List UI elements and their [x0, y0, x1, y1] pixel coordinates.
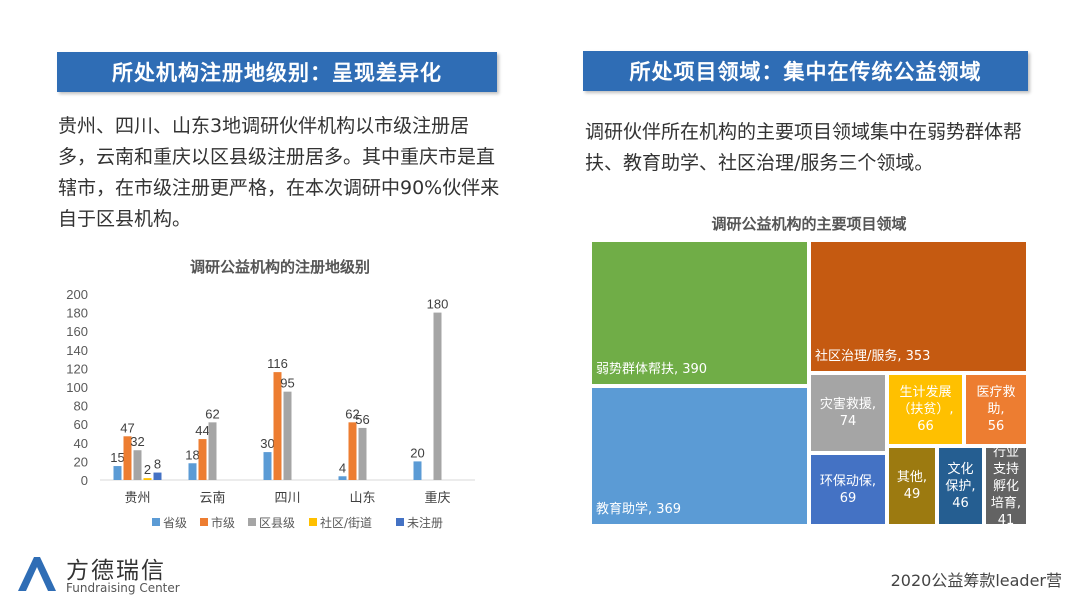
treemap-cell-文化保护: 文化 保护, 46 [937, 446, 984, 526]
bar-value-label: 62 [345, 406, 359, 421]
logo-subtitle: Fundraising Center [66, 581, 180, 595]
fundraising-center-logo: 方德瑞信 Fundraising Center [14, 553, 189, 598]
legend-swatch [248, 518, 256, 526]
bar-value-label: 95 [280, 376, 294, 391]
bar-value-label: 44 [195, 423, 209, 438]
treemap-cell-弱势群体帮扶: 弱势群体帮扶, 390 [590, 240, 809, 386]
x-tick-label: 重庆 [424, 490, 450, 506]
treemap-cell-生计发展（扶贫）: 生计发展 （扶贫）, 66 [887, 373, 964, 446]
bar-市级 [123, 436, 132, 480]
y-tick-label: 160 [66, 324, 88, 339]
y-tick-label: 60 [74, 417, 88, 432]
treemap-cell-医疗救助: 医疗救助, 56 [964, 373, 1028, 446]
treemap-cell-label: 社区治理/服务, 353 [815, 349, 931, 364]
treemap-cell-灾害救援: 灾害救援, 74 [809, 373, 887, 453]
bar-省级 [188, 463, 197, 480]
treemap-cell-环保动保: 环保动保, 69 [809, 453, 887, 526]
bar-value-label: 4 [339, 460, 346, 475]
x-tick-label: 云南 [199, 490, 225, 506]
legend-label: 区县级 [259, 516, 295, 530]
y-tick-label: 80 [74, 399, 88, 414]
bar-省级 [338, 476, 347, 480]
legend-label: 社区/街道 [320, 515, 372, 530]
treemap-title: 调研公益机构的主要项目领域 [711, 215, 907, 233]
y-tick-label: 20 [74, 454, 88, 469]
treemap-cell-行业支持孵化培育: 行业 支持 孵化 培育, 41 [984, 444, 1028, 528]
bar-value-label: 116 [267, 356, 288, 371]
bar-省级 [113, 466, 122, 480]
bar-区县级 [208, 422, 217, 480]
bar-value-label: 2 [144, 462, 151, 477]
legend-swatch [309, 518, 317, 526]
treemap-cell-教育助学: 教育助学, 369 [590, 386, 809, 526]
bar-value-label: 8 [154, 457, 161, 472]
section-header-project-area: 所处项目领域：集中在传统公益领域 [583, 51, 1028, 91]
y-tick-label: 0 [81, 473, 88, 488]
treemap-cell-label: 环保动保, 69 [819, 473, 877, 506]
treemap-cell-其他: 其他, 49 [887, 446, 937, 526]
legend-label: 未注册 [407, 515, 443, 530]
y-tick-label: 180 [66, 306, 88, 321]
bar-value-label: 180 [427, 297, 449, 312]
bar-省级 [413, 461, 422, 480]
legend-swatch [200, 518, 208, 526]
bar-chart-title: 调研公益机构的注册地级别 [189, 258, 370, 276]
x-tick-label: 四川 [274, 491, 300, 506]
bar-市级 [273, 372, 282, 480]
bar-value-label: 18 [185, 447, 199, 462]
bar-区县级 [433, 312, 442, 480]
treemap-cell-label: 灾害救援, 74 [819, 397, 877, 429]
bar-区县级 [283, 391, 292, 480]
bar-未注册 [153, 472, 162, 480]
logo-mark-icon [18, 557, 56, 591]
footer-event-name: 2020公益筹款leader营 [890, 571, 1062, 590]
bar-value-label: 15 [110, 450, 124, 465]
treemap-cell-label: 医疗救助, 56 [976, 385, 1016, 434]
bar-社区/街道 [143, 478, 152, 480]
project-area-treemap: 弱势群体帮扶, 390 教育助学, 369 社区治理/服务, 353 灾害救援, 74… [590, 240, 1028, 528]
y-tick-label: 140 [66, 343, 88, 358]
treemap-cell-label: 行业 支持 孵化 培育, 41 [990, 444, 1022, 528]
legend-swatch [396, 518, 404, 526]
y-tick-label: 100 [66, 380, 88, 395]
x-tick-label: 山东 [349, 491, 375, 506]
legend-label: 市级 [211, 515, 235, 530]
treemap-cell-label: 教育助学, 369 [596, 502, 682, 517]
treemap-cell-label: 其他, 49 [896, 470, 928, 502]
bar-市级 [348, 422, 357, 480]
bar-value-label: 47 [120, 420, 134, 435]
bar-市级 [198, 439, 207, 480]
legend-label: 省级 [163, 516, 187, 530]
bar-value-label: 62 [205, 406, 219, 421]
y-tick-label: 200 [66, 287, 88, 302]
x-tick-label: 贵州 [124, 491, 150, 506]
project-area-description: 调研伙伴所在机构的主要项目领域集中在弱势群体帮扶、教育助学、社区治理/服务三个领… [585, 121, 1023, 174]
bar-省级 [263, 452, 272, 480]
y-tick-label: 40 [74, 436, 88, 451]
bar-value-label: 32 [130, 434, 144, 449]
y-tick-label: 120 [66, 361, 88, 376]
bar-value-label: 30 [260, 436, 274, 451]
bar-区县级 [358, 427, 367, 480]
bar-区县级 [133, 450, 142, 480]
bar-value-label: 20 [410, 445, 424, 460]
treemap-cell-label: 生计发展 （扶贫）, 66 [897, 385, 954, 434]
legend-swatch [152, 518, 160, 526]
treemap-cell-社区治理/服务: 社区治理/服务, 353 [809, 240, 1028, 373]
treemap-cell-label: 弱势群体帮扶, 390 [596, 362, 708, 377]
treemap-cell-label: 文化 保护, 46 [945, 461, 976, 511]
registration-level-description: 贵州、四川、山东3地调研伙伴机构以市级注册居多，云南和重庆以区县级注册居多。其中… [58, 115, 500, 230]
section-header-registration-level: 所处机构注册地级别：呈现差异化 [57, 52, 497, 92]
bar-value-label: 56 [355, 412, 369, 427]
logo-name: 方德瑞信 [66, 558, 166, 584]
